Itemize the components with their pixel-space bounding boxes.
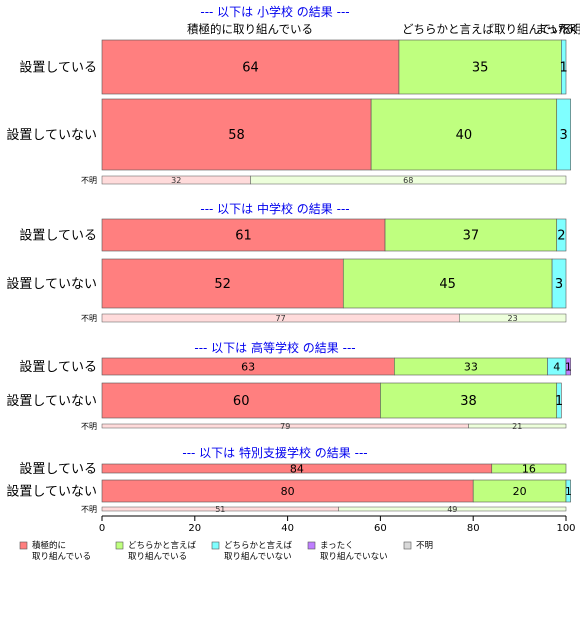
unknown-value-label-3-0: 51 (215, 505, 225, 514)
bar-segment-1-1-0 (101, 258, 344, 309)
bar-value-label-0-1-1: 40 (456, 128, 473, 143)
unknown-value-label-1-0: 77 (276, 314, 286, 323)
unknown-label-0: 不明 (81, 176, 97, 185)
legend-swatch-3 (307, 541, 316, 550)
group-title-2: --- 以下は 高等学校 の結果 --- (194, 340, 355, 355)
bar-value-label-2-1-0: 60 (233, 394, 250, 409)
bar-value-label-2-0-3: 1 (565, 360, 572, 373)
x-tick-label-0: 0 (99, 523, 105, 534)
unknown-label-2: 不明 (81, 422, 97, 431)
top-header-3: 不明 (559, 22, 580, 36)
bar-segment-2-1-2 (556, 382, 562, 419)
x-tick-label-5: 100 (556, 523, 575, 534)
legend-label-1-1: 取り組んでいる (128, 551, 187, 562)
bar-segment-2-0-3 (565, 357, 571, 376)
bar-value-label-1-0-2: 2 (557, 229, 565, 244)
legend-label-3-1: 取り組んでいない (320, 551, 388, 562)
x-tick-label-4: 80 (467, 523, 480, 534)
unknown-segment-3-1 (338, 506, 567, 512)
unknown-label-1: 不明 (81, 314, 97, 323)
row-label-3-1: 設置していない (6, 484, 97, 500)
bar-value-label-1-0-0: 61 (235, 229, 252, 244)
x-tick-label-1: 20 (188, 523, 201, 534)
bar-segment-0-1-1 (370, 98, 558, 171)
legend-swatch-2 (211, 541, 220, 550)
bar-segment-0-1-2 (556, 98, 571, 171)
unknown-segment-1-1 (459, 313, 567, 323)
bar-value-label-2-0-2: 4 (553, 360, 560, 373)
row-label-0-0: 設置している (19, 60, 97, 76)
bar-value-label-0-1-2: 3 (560, 128, 568, 143)
bar-segment-2-1-1 (380, 382, 558, 419)
bar-value-label-3-1-0: 80 (281, 485, 295, 498)
bar-value-label-2-0-1: 33 (464, 360, 478, 373)
bar-value-label-0-1-0: 58 (228, 128, 245, 143)
bar-value-label-3-0-1: 16 (522, 462, 536, 475)
group-title-1: --- 以下は 中学校 の結果 --- (200, 201, 349, 216)
legend-label-1-0: どちらかと言えば (128, 540, 197, 551)
unknown-value-label-1-1: 23 (508, 314, 518, 323)
bar-value-label-1-1-0: 52 (214, 277, 231, 292)
bar-value-label-0-0-2: 1 (560, 61, 568, 76)
x-tick-label-2: 40 (281, 523, 294, 534)
row-label-2-0: 設置している (19, 359, 97, 375)
x-tick-label-3: 60 (374, 523, 387, 534)
unknown-label-3: 不明 (81, 505, 97, 514)
legend-label-2-0: どちらかと言えば (224, 540, 293, 551)
bar-segment-3-0-1 (491, 463, 567, 474)
unknown-segment-2-1 (468, 423, 567, 429)
legend-swatch-4 (403, 541, 412, 550)
top-header-1: どちらかと言えば取り組んでいる (402, 22, 574, 36)
bar-segment-0-0-0 (101, 39, 400, 95)
unknown-value-label-2-1: 21 (512, 422, 522, 431)
legend-label-0-1: 取り組んでいる (32, 551, 91, 562)
bar-segment-3-1-2 (565, 479, 571, 503)
top-header-0: 積極的に取り組んでいる (187, 22, 313, 36)
bar-segment-1-1-2 (551, 258, 567, 309)
row-label-0-1: 設置していない (6, 127, 97, 143)
row-label-1-1: 設置していない (6, 276, 97, 292)
bar-value-label-0-0-0: 64 (242, 61, 259, 76)
group-title-3: --- 以下は 特別支援学校 の結果 --- (182, 445, 367, 460)
bar-segment-0-0-2 (561, 39, 567, 95)
legend-label-3-0: まったく (320, 541, 354, 551)
bar-segment-1-0-2 (556, 218, 567, 252)
row-label-1-0: 設置している (19, 228, 97, 244)
unknown-value-label-2-0: 79 (280, 422, 290, 431)
bar-segment-1-0-0 (101, 218, 386, 252)
legend-swatch-1 (115, 541, 124, 550)
bar-segment-0-1-0 (101, 98, 372, 171)
unknown-value-label-3-1: 49 (447, 505, 457, 514)
group-title-0: --- 以下は 小学校 の結果 --- (200, 4, 349, 19)
bar-value-label-1-1-2: 3 (555, 277, 563, 292)
legend-label-4-0: 不明 (416, 541, 433, 551)
unknown-value-label-0-1: 68 (403, 176, 413, 185)
legend-swatch-0 (19, 541, 28, 550)
row-label-3-0: 設置している (19, 461, 97, 477)
bar-value-label-3-0-0: 84 (290, 462, 304, 475)
bar-value-label-1-1-1: 45 (439, 277, 456, 292)
bar-value-label-1-0-1: 37 (463, 229, 480, 244)
bar-value-label-0-0-1: 35 (472, 61, 489, 76)
legend-label-0-0: 積極的に (32, 540, 66, 551)
top-header-2: まったく (535, 22, 580, 36)
unknown-segment-0-1 (250, 175, 567, 185)
bar-value-label-3-1-1: 20 (513, 485, 527, 498)
bar-value-label-2-1-1: 38 (460, 394, 477, 409)
bar-value-label-3-1-2: 1 (565, 485, 572, 498)
bar-value-label-2-0-0: 63 (241, 360, 255, 373)
unknown-value-label-0-0: 32 (171, 176, 181, 185)
bar-value-label-2-1-2: 1 (555, 394, 563, 409)
legend-label-2-1: 取り組んでいない (224, 551, 292, 562)
row-label-2-1: 設置していない (6, 393, 97, 409)
